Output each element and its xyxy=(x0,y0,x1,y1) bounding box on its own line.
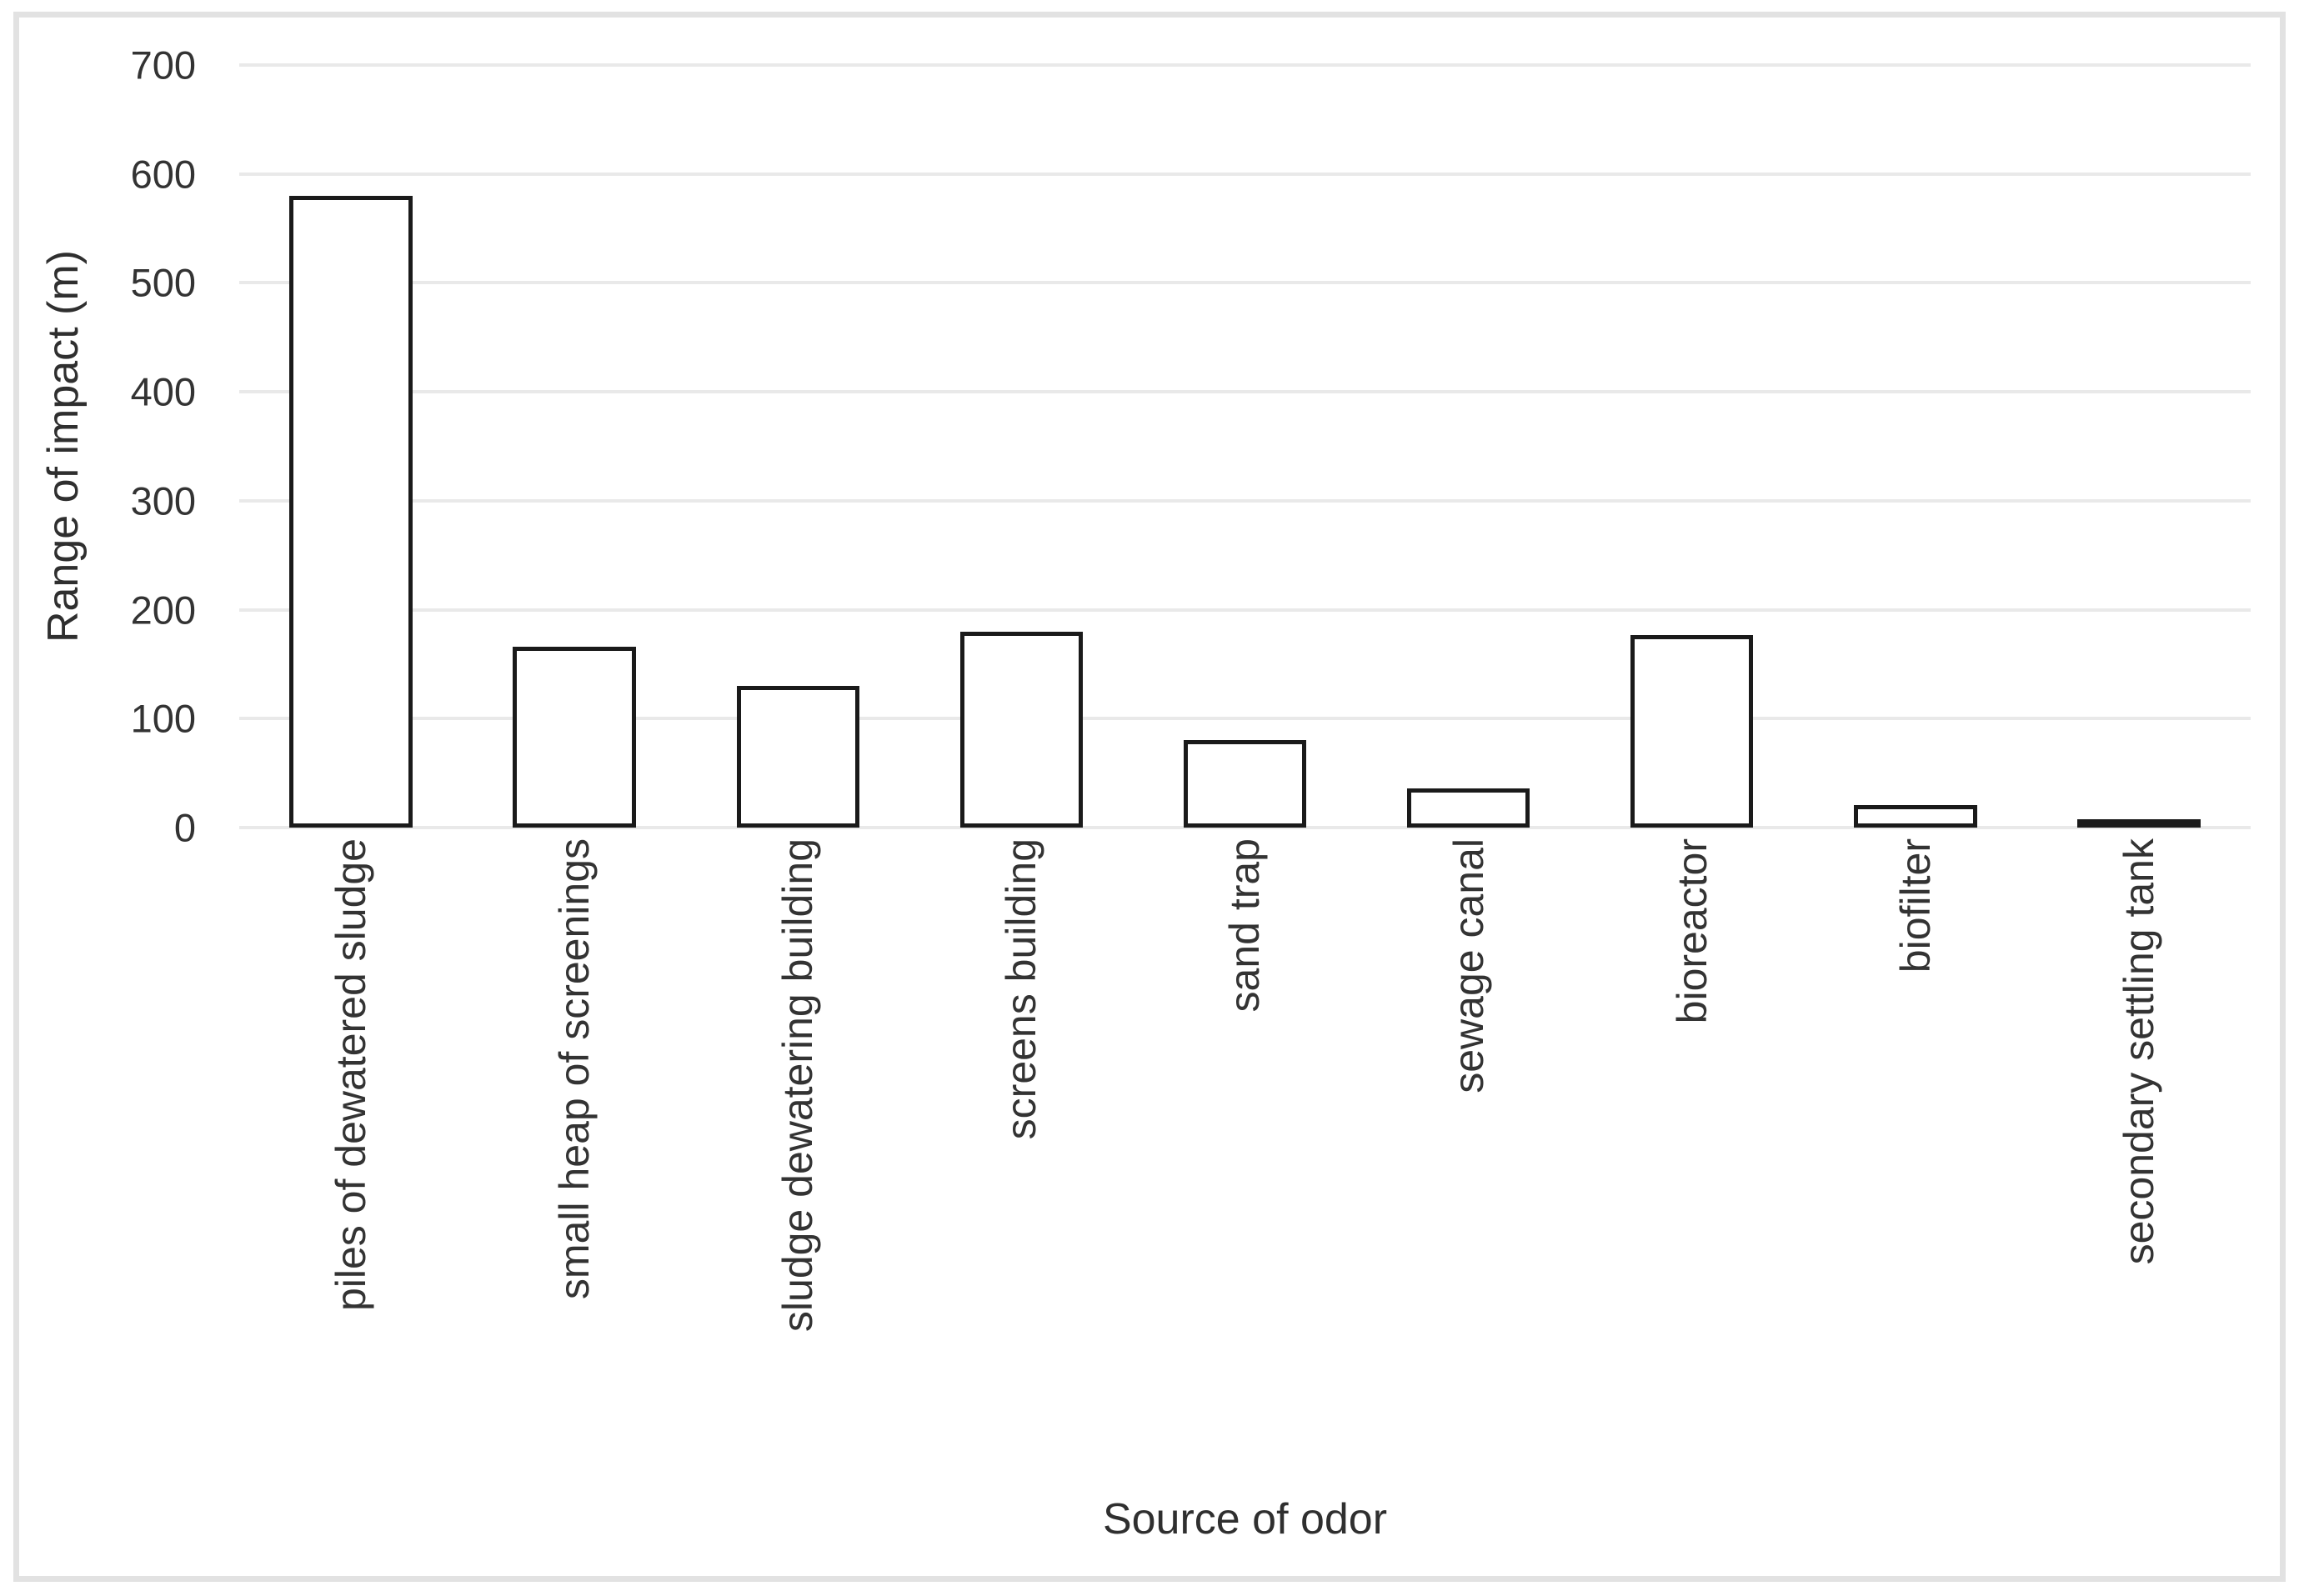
category-label-cell: biofilter xyxy=(1804,838,2027,1473)
gridline xyxy=(239,717,2251,721)
bar xyxy=(289,195,413,828)
bar xyxy=(1630,634,1754,828)
category-label-cell: piles of dewatered sludge xyxy=(239,838,463,1473)
category-label-cell: secondary settling tank xyxy=(2027,838,2251,1473)
bar-slot xyxy=(239,65,463,828)
y-tick-label: 700 xyxy=(130,43,196,88)
gridline xyxy=(239,390,2251,394)
bar xyxy=(513,647,636,828)
gridlines xyxy=(239,63,2251,829)
category-label-cell: small heap of screenings xyxy=(463,838,686,1473)
category-label-cell: sludge dewatering building xyxy=(686,838,909,1473)
bar xyxy=(2077,819,2201,828)
gridline xyxy=(239,498,2251,503)
y-tick-label: 400 xyxy=(130,369,196,414)
x-axis-category-labels: piles of dewatered sludge small heap of s… xyxy=(239,838,2251,1473)
y-tick-label: 300 xyxy=(130,478,196,523)
gridline xyxy=(239,608,2251,612)
category-label-cell: bioreactor xyxy=(1580,838,1804,1473)
bar-slot xyxy=(909,65,1133,828)
category-label: small heap of screenings xyxy=(551,838,599,1300)
plot-area xyxy=(239,63,2251,829)
bar-slot xyxy=(1804,65,2027,828)
bars xyxy=(239,65,2251,828)
category-label: piles of dewatered sludge xyxy=(328,838,375,1312)
bar-slot xyxy=(1580,65,1804,828)
y-tick-label: 500 xyxy=(130,260,196,305)
chart-frame: Range of impact (m) 0 100 200 300 400 500 600 7… xyxy=(13,12,2286,1582)
y-tick-label: 100 xyxy=(130,696,196,741)
category-label: secondary settling tank xyxy=(2115,838,2162,1265)
bar-slot xyxy=(463,65,686,828)
gridline xyxy=(239,172,2251,176)
y-axis-tick-labels: 0 100 200 300 400 500 600 700 xyxy=(19,43,196,850)
y-tick-label: 0 xyxy=(173,805,196,850)
y-tick-label: 200 xyxy=(130,588,196,633)
category-label-cell: sewage canal xyxy=(1357,838,1580,1473)
category-label: sewage canal xyxy=(1445,838,1492,1093)
bar xyxy=(959,631,1084,828)
bar xyxy=(1406,788,1530,828)
category-label: bioreactor xyxy=(1668,838,1715,1024)
category-label: biofilter xyxy=(1891,838,1939,973)
category-label-cell: screens building xyxy=(909,838,1133,1473)
bar xyxy=(736,686,859,828)
bar-chart: Range of impact (m) 0 100 200 300 400 500 600 7… xyxy=(19,18,2280,1576)
gridline xyxy=(239,826,2251,829)
y-tick-label: 600 xyxy=(130,152,196,197)
bar xyxy=(1854,804,1977,828)
category-label: sludge dewatering building xyxy=(774,838,822,1333)
category-label: sand trap xyxy=(1221,838,1269,1013)
category-label-cell: sand trap xyxy=(1133,838,1356,1473)
bar-slot xyxy=(1357,65,1580,828)
bar-slot xyxy=(2027,65,2251,828)
bar-slot xyxy=(686,65,909,828)
gridline xyxy=(239,281,2251,285)
bar xyxy=(1183,740,1307,828)
bar-slot xyxy=(1133,65,1356,828)
x-axis-title: Source of odor xyxy=(1102,1495,1388,1543)
gridline xyxy=(239,63,2251,67)
category-label: screens building xyxy=(998,838,1045,1140)
